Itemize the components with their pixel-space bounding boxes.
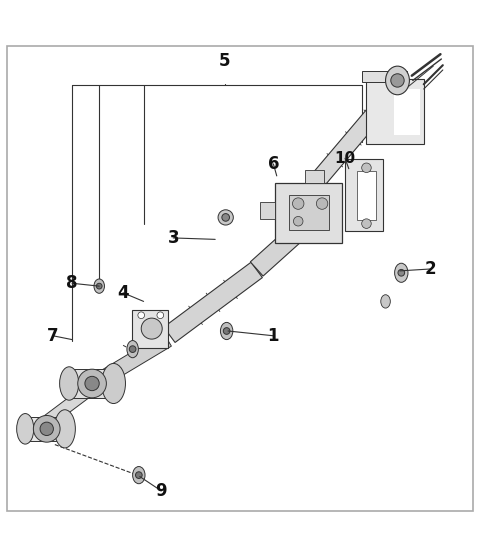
Text: 4: 4: [117, 284, 129, 302]
Ellipse shape: [395, 263, 408, 282]
Polygon shape: [276, 183, 342, 243]
Text: 9: 9: [156, 482, 167, 500]
Polygon shape: [164, 262, 263, 343]
Polygon shape: [305, 170, 324, 183]
Ellipse shape: [391, 74, 404, 87]
Ellipse shape: [94, 279, 105, 294]
Ellipse shape: [292, 198, 304, 209]
Ellipse shape: [40, 422, 53, 436]
Ellipse shape: [54, 410, 75, 448]
Text: 2: 2: [425, 260, 437, 278]
Polygon shape: [43, 388, 89, 427]
Ellipse shape: [78, 369, 107, 398]
Polygon shape: [68, 369, 115, 398]
Polygon shape: [132, 310, 168, 348]
Text: 3: 3: [168, 229, 179, 247]
Ellipse shape: [135, 472, 142, 478]
Ellipse shape: [141, 318, 162, 339]
Text: 5: 5: [219, 52, 230, 70]
Ellipse shape: [102, 364, 125, 403]
Ellipse shape: [157, 312, 164, 319]
Ellipse shape: [132, 467, 145, 483]
Ellipse shape: [362, 163, 371, 173]
Ellipse shape: [381, 295, 390, 308]
Ellipse shape: [85, 377, 99, 390]
Ellipse shape: [60, 367, 79, 400]
Ellipse shape: [223, 328, 230, 334]
Text: 7: 7: [47, 327, 59, 345]
Polygon shape: [357, 171, 376, 220]
Ellipse shape: [385, 66, 409, 95]
Polygon shape: [366, 80, 424, 144]
Text: 1: 1: [268, 327, 279, 345]
Text: 10: 10: [335, 151, 356, 166]
Ellipse shape: [316, 198, 328, 209]
Ellipse shape: [220, 323, 233, 340]
Ellipse shape: [398, 270, 405, 276]
Polygon shape: [250, 219, 311, 276]
Text: 8: 8: [66, 274, 78, 292]
Ellipse shape: [138, 312, 144, 319]
Ellipse shape: [17, 413, 34, 444]
Ellipse shape: [127, 340, 138, 358]
Polygon shape: [288, 196, 329, 230]
Polygon shape: [101, 333, 171, 383]
Polygon shape: [345, 159, 383, 231]
Ellipse shape: [129, 346, 136, 353]
Ellipse shape: [222, 213, 229, 221]
Polygon shape: [25, 417, 65, 441]
Polygon shape: [260, 202, 276, 219]
Ellipse shape: [293, 217, 303, 226]
Polygon shape: [310, 89, 397, 188]
Ellipse shape: [362, 219, 371, 228]
Text: 6: 6: [268, 155, 279, 173]
Polygon shape: [394, 89, 420, 135]
Polygon shape: [362, 71, 407, 82]
Ellipse shape: [34, 416, 60, 442]
Ellipse shape: [218, 210, 233, 225]
Ellipse shape: [96, 284, 102, 289]
